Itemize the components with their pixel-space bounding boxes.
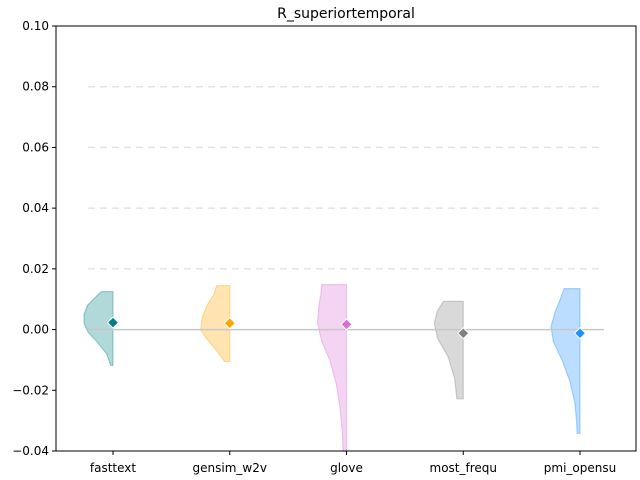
violins	[83, 284, 581, 452]
x-tick-label: glove	[330, 461, 363, 475]
violin-fasttext	[83, 291, 114, 366]
y-tick-label: −0.04	[12, 444, 49, 458]
y-tick-label: −0.02	[12, 383, 49, 397]
violin-most_frequ	[433, 300, 464, 400]
violin-gensim_w2v	[200, 284, 231, 363]
violin-pmi_opensu	[550, 287, 581, 434]
mean-marker-fasttext	[106, 316, 120, 329]
x-tick-label: gensim_w2v	[193, 461, 267, 475]
mean-marker-most_frequ	[457, 327, 470, 340]
x-axis-ticks: fasttext gensim_w2v glove most_frequ pmi_ope…	[90, 451, 616, 475]
x-tick-label: pmi_opensu	[544, 461, 616, 475]
y-tick-label: 0.00	[22, 323, 49, 337]
y-tick-label: 0.08	[22, 80, 49, 94]
x-tick-label: most_frequ	[430, 461, 498, 475]
y-tick-label: 0.04	[22, 201, 49, 215]
y-tick-label: 0.06	[22, 140, 49, 154]
y-axis-ticks: −0.04 −0.02 0.00 0.02 0.04 0.06 0.08 0.10	[12, 19, 56, 458]
mean-marker-glove	[340, 318, 353, 331]
chart-title: R_superiortemporal	[277, 6, 415, 22]
mean-markers	[106, 316, 587, 340]
x-tick-label: fasttext	[90, 461, 137, 475]
mean-marker-pmi_opensu	[573, 327, 587, 340]
y-tick-label: 0.02	[22, 262, 49, 276]
y-tick-label: 0.10	[22, 19, 49, 33]
grid-lines	[88, 85, 604, 270]
violin-glove	[316, 284, 348, 452]
mean-marker-gensim_w2v	[223, 316, 236, 330]
